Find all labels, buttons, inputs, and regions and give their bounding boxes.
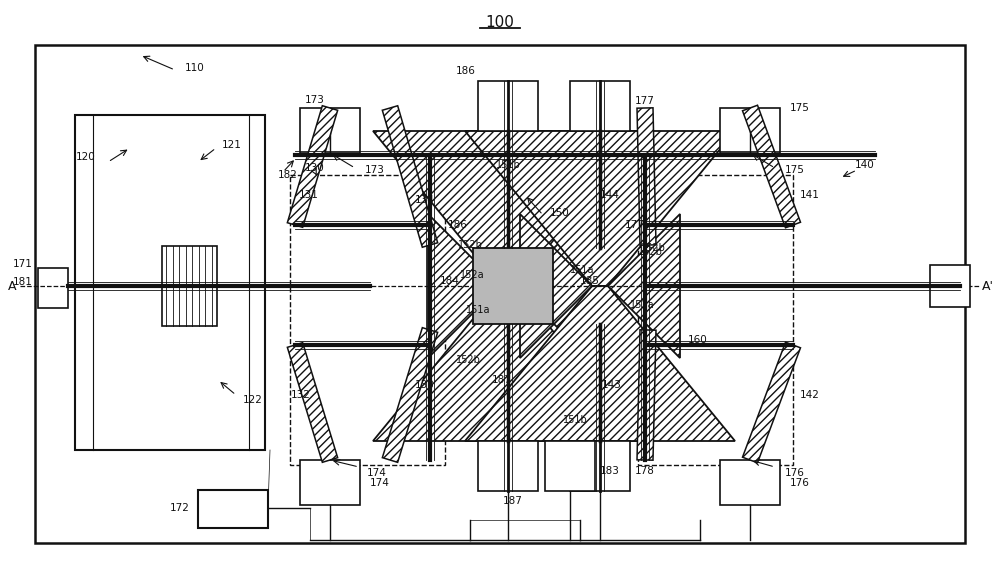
Text: A': A': [982, 279, 994, 293]
Text: 132: 132: [291, 390, 311, 400]
Bar: [720, 460, 780, 505]
Text: 151b: 151b: [563, 415, 587, 425]
Text: 140: 140: [855, 160, 875, 170]
Text: 144: 144: [600, 190, 620, 200]
Text: 150: 150: [550, 208, 570, 218]
Polygon shape: [373, 286, 643, 441]
Polygon shape: [637, 330, 656, 460]
Text: 143: 143: [602, 380, 622, 390]
Text: 151a: 151a: [466, 305, 490, 315]
Text: 186: 186: [456, 66, 476, 76]
Text: 121: 121: [222, 140, 242, 150]
Text: 130: 130: [305, 163, 325, 173]
Text: 152b: 152b: [456, 355, 481, 365]
Text: 152b: 152b: [641, 243, 666, 253]
Text: 152a: 152a: [630, 300, 655, 310]
Text: 141: 141: [800, 190, 820, 200]
Text: 151b: 151b: [496, 160, 520, 170]
Bar: [162, 246, 217, 326]
Text: 185: 185: [580, 276, 600, 286]
Text: A: A: [8, 279, 16, 293]
Bar: [545, 441, 595, 491]
Bar: [720, 108, 780, 153]
Text: 175: 175: [790, 103, 810, 113]
Bar: [473, 248, 553, 324]
Polygon shape: [637, 108, 656, 245]
Text: 151a: 151a: [570, 265, 594, 275]
Text: 182: 182: [278, 170, 298, 180]
Bar: [300, 108, 360, 153]
Bar: [35, 45, 965, 543]
Polygon shape: [382, 328, 438, 462]
Text: 100: 100: [486, 15, 514, 30]
Bar: [930, 265, 970, 307]
Text: 122: 122: [243, 395, 263, 405]
Bar: [478, 441, 538, 491]
Bar: [570, 81, 630, 131]
Polygon shape: [373, 131, 643, 286]
Text: 187: 187: [503, 496, 523, 506]
Polygon shape: [742, 105, 801, 228]
Text: 152a: 152a: [460, 270, 485, 280]
Bar: [300, 460, 360, 505]
Polygon shape: [465, 131, 735, 286]
Bar: [75, 115, 265, 450]
Text: 160: 160: [688, 335, 708, 345]
Text: 171: 171: [13, 259, 33, 269]
Text: 131: 131: [299, 190, 319, 200]
Polygon shape: [465, 286, 735, 441]
Bar: [198, 490, 268, 528]
Text: 184: 184: [440, 276, 460, 286]
Text: 176: 176: [785, 468, 805, 478]
Text: 142: 142: [800, 390, 820, 400]
Polygon shape: [428, 214, 500, 358]
Text: 174: 174: [367, 468, 387, 478]
Text: 177: 177: [635, 96, 655, 106]
Text: 178: 178: [635, 466, 655, 476]
Polygon shape: [287, 106, 338, 227]
Text: 110: 110: [185, 63, 205, 73]
Bar: [638, 175, 793, 465]
Bar: [478, 81, 538, 131]
Text: 152b: 152b: [458, 240, 483, 250]
Bar: [570, 441, 630, 491]
Text: 177: 177: [625, 220, 645, 230]
Text: 133: 133: [415, 380, 435, 390]
Text: 134: 134: [415, 195, 435, 205]
Polygon shape: [382, 106, 438, 247]
Polygon shape: [516, 214, 588, 358]
Text: 176: 176: [790, 478, 810, 488]
Text: 120: 120: [76, 152, 96, 162]
Polygon shape: [520, 214, 592, 358]
Text: 181: 181: [13, 277, 33, 287]
Text: 183: 183: [600, 466, 620, 476]
Polygon shape: [287, 343, 338, 462]
Text: 173: 173: [365, 165, 385, 175]
Polygon shape: [608, 214, 680, 358]
Text: 174: 174: [370, 478, 390, 488]
Text: 187: 187: [492, 375, 512, 385]
Bar: [38, 268, 68, 308]
Text: 152b: 152b: [638, 247, 663, 257]
Text: 175: 175: [785, 165, 805, 175]
Text: 186: 186: [448, 220, 468, 230]
Text: 172: 172: [170, 503, 190, 513]
Bar: [290, 175, 445, 465]
Polygon shape: [743, 342, 800, 463]
Text: 173: 173: [305, 95, 325, 105]
